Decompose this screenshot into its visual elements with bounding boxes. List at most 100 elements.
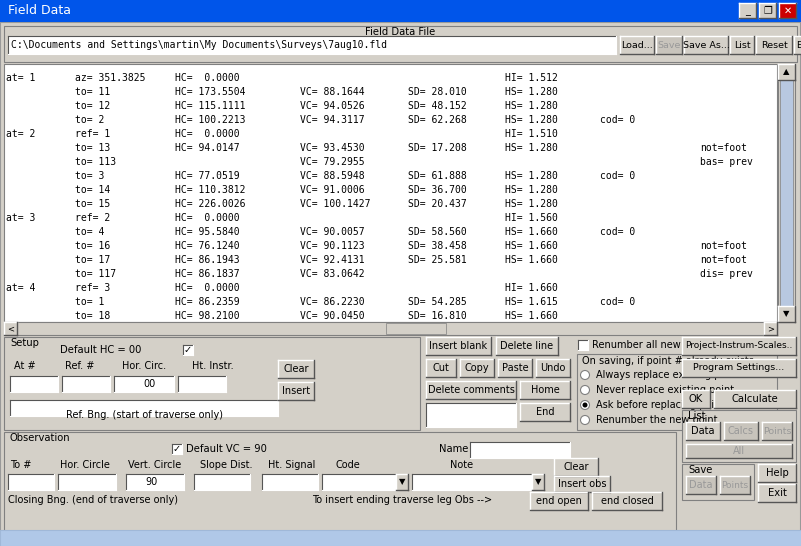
Text: VC= 94.3117: VC= 94.3117 bbox=[300, 115, 364, 125]
Text: at= 3: at= 3 bbox=[6, 213, 35, 223]
Text: end closed: end closed bbox=[601, 496, 654, 506]
Text: Delete line: Delete line bbox=[501, 341, 553, 351]
Bar bbox=[4, 26, 797, 62]
Text: SD= 58.560: SD= 58.560 bbox=[408, 227, 467, 237]
Bar bbox=[426, 359, 456, 377]
Bar bbox=[530, 492, 588, 510]
Text: SD= 28.010: SD= 28.010 bbox=[408, 87, 467, 97]
Bar bbox=[764, 322, 777, 335]
Text: At #: At # bbox=[14, 361, 35, 371]
Bar bbox=[520, 403, 570, 421]
Text: to= 113: to= 113 bbox=[75, 157, 116, 167]
Text: Delete comments: Delete comments bbox=[428, 385, 514, 395]
Text: HC= 86.1837: HC= 86.1837 bbox=[175, 269, 239, 279]
Bar bbox=[684, 36, 728, 54]
Text: HC= 94.0147: HC= 94.0147 bbox=[175, 143, 239, 153]
Bar bbox=[758, 484, 796, 502]
Text: Never replace existing point: Never replace existing point bbox=[596, 385, 735, 395]
Text: to= 16: to= 16 bbox=[75, 241, 111, 251]
Bar bbox=[8, 474, 54, 490]
Text: HC= 95.5840: HC= 95.5840 bbox=[175, 227, 239, 237]
Text: Undo: Undo bbox=[541, 363, 566, 373]
Text: HI= 1.560: HI= 1.560 bbox=[505, 213, 557, 223]
Text: not=foot: not=foot bbox=[700, 241, 747, 251]
Bar bbox=[554, 476, 610, 492]
Text: SD= 38.458: SD= 38.458 bbox=[408, 241, 467, 251]
Text: VC= 90.0450: VC= 90.0450 bbox=[300, 311, 364, 321]
Text: HS= 1.660: HS= 1.660 bbox=[505, 227, 557, 237]
Bar bbox=[178, 376, 226, 392]
Bar bbox=[686, 476, 716, 494]
Text: Closing Bng. (end of traverse only): Closing Bng. (end of traverse only) bbox=[8, 495, 178, 505]
Bar bbox=[532, 474, 544, 490]
Bar bbox=[0, 530, 801, 546]
Bar bbox=[426, 403, 516, 427]
Text: Insert: Insert bbox=[282, 386, 310, 396]
Bar bbox=[794, 36, 801, 54]
Text: ▼: ▼ bbox=[783, 310, 790, 318]
Text: at= 2: at= 2 bbox=[6, 129, 35, 139]
Text: ref= 3: ref= 3 bbox=[75, 283, 111, 293]
Text: bas= prev: bas= prev bbox=[700, 157, 753, 167]
Text: Home: Home bbox=[530, 385, 559, 395]
Text: Ref. Bng. (start of traverse only): Ref. Bng. (start of traverse only) bbox=[66, 410, 223, 420]
Bar bbox=[194, 474, 250, 490]
Text: ✓: ✓ bbox=[184, 345, 192, 355]
Text: VC= 79.2955: VC= 79.2955 bbox=[300, 157, 364, 167]
Text: Project-Instrum-Scales..: Project-Instrum-Scales.. bbox=[686, 341, 793, 351]
Text: List: List bbox=[734, 40, 751, 50]
Bar bbox=[172, 444, 182, 454]
Text: Ht. Signal: Ht. Signal bbox=[268, 460, 316, 470]
Text: Hor. Circle: Hor. Circle bbox=[60, 460, 110, 470]
Text: ▼: ▼ bbox=[399, 478, 405, 486]
Bar bbox=[730, 36, 754, 54]
Bar bbox=[778, 64, 795, 322]
Bar bbox=[739, 3, 756, 18]
Text: All: All bbox=[733, 446, 745, 456]
Text: HS= 1.280: HS= 1.280 bbox=[505, 185, 557, 195]
Bar bbox=[322, 474, 398, 490]
Bar bbox=[554, 458, 598, 476]
Text: HC= 98.2100: HC= 98.2100 bbox=[175, 311, 239, 321]
Text: OK: OK bbox=[689, 394, 703, 404]
Text: To insert ending traverse leg Obs -->: To insert ending traverse leg Obs --> bbox=[312, 495, 492, 505]
Text: Default HC = 00: Default HC = 00 bbox=[60, 345, 141, 355]
Text: Name: Name bbox=[439, 444, 468, 454]
Text: Insert obs: Insert obs bbox=[557, 479, 606, 489]
Text: Observation: Observation bbox=[10, 433, 70, 443]
Bar bbox=[682, 464, 754, 500]
Text: ref= 1: ref= 1 bbox=[75, 129, 111, 139]
Text: Paste: Paste bbox=[501, 363, 529, 373]
Text: VC= 86.2230: VC= 86.2230 bbox=[300, 297, 364, 307]
Text: HI= 1.512: HI= 1.512 bbox=[505, 73, 557, 83]
Bar bbox=[10, 400, 278, 416]
Text: to= 2: to= 2 bbox=[75, 115, 104, 125]
Text: az= 351.3825: az= 351.3825 bbox=[75, 73, 146, 83]
Text: to= 18: to= 18 bbox=[75, 311, 111, 321]
Bar bbox=[426, 381, 516, 399]
Text: Hor. Circ.: Hor. Circ. bbox=[122, 361, 166, 371]
Text: Code: Code bbox=[336, 460, 360, 470]
Text: HC= 173.5504: HC= 173.5504 bbox=[175, 87, 245, 97]
Bar bbox=[682, 390, 710, 408]
Text: HC= 77.0519: HC= 77.0519 bbox=[175, 171, 239, 181]
Text: VC= 90.1123: VC= 90.1123 bbox=[300, 241, 364, 251]
Bar bbox=[498, 359, 532, 377]
Text: HC= 86.1943: HC= 86.1943 bbox=[175, 255, 239, 265]
Text: Vert. Circle: Vert. Circle bbox=[128, 460, 181, 470]
Bar bbox=[4, 337, 420, 430]
Bar bbox=[58, 474, 116, 490]
Text: On saving, if point # already exists: On saving, if point # already exists bbox=[582, 356, 754, 366]
Text: HS= 1.660: HS= 1.660 bbox=[505, 255, 557, 265]
Bar bbox=[470, 442, 570, 458]
Text: HS= 1.615: HS= 1.615 bbox=[505, 297, 557, 307]
Text: To #: To # bbox=[10, 460, 31, 470]
Bar bbox=[686, 444, 792, 458]
Bar bbox=[10, 376, 58, 392]
Text: Exit: Exit bbox=[767, 488, 787, 498]
Text: to= 15: to= 15 bbox=[75, 199, 111, 209]
Text: Cut: Cut bbox=[433, 363, 449, 373]
Text: VC= 100.1427: VC= 100.1427 bbox=[300, 199, 371, 209]
Text: to= 11: to= 11 bbox=[75, 87, 111, 97]
Text: Reset: Reset bbox=[761, 40, 787, 50]
